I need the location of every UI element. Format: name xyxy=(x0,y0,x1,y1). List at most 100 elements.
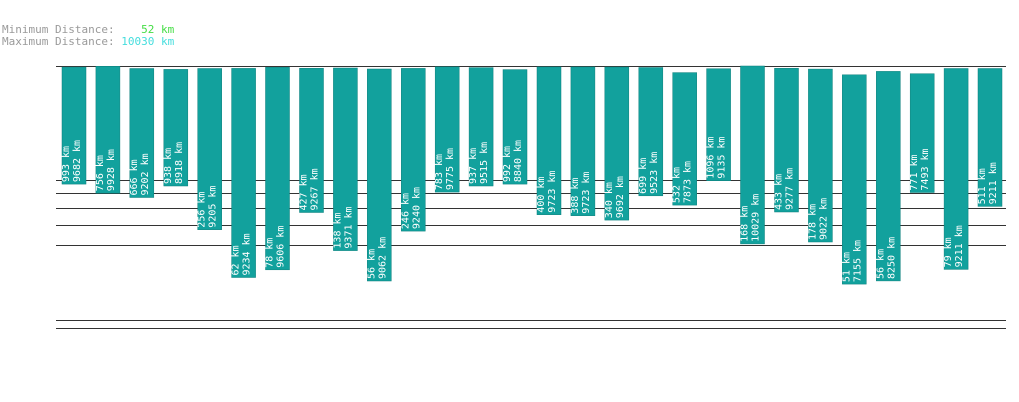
bar-label-max-distance-21: 9277 km xyxy=(785,168,796,210)
bar-group-22: 178 km9022 km xyxy=(807,68,833,243)
bar-group-24: 56 km8250 km xyxy=(875,71,901,282)
bar-label-max-distance-23: 7155 km xyxy=(852,240,863,282)
bar-group-6: 78 km9606 km xyxy=(265,67,290,271)
bar-label-14: 400 km9723 km xyxy=(536,171,558,213)
bar-13 xyxy=(502,69,528,185)
bar-label-distance-16: 340 km xyxy=(604,182,615,218)
bar-label-max-distance-9: 9062 km xyxy=(377,237,388,279)
bar-23 xyxy=(842,74,867,285)
bar-label-max-distance-14: 9723 km xyxy=(547,171,558,213)
bar-label-max-distance-27: 9211 km xyxy=(988,162,999,204)
bar-group-5: 62 km9234 km xyxy=(231,68,256,278)
bar-label-11: 783 km9775 km xyxy=(434,148,456,190)
bar-label-distance-25: 771 km xyxy=(909,154,920,190)
bar-label-max-distance-10: 9240 km xyxy=(411,187,422,229)
legend-min-value: 52 km xyxy=(141,23,175,36)
bar-group-15: 388 km9723 km xyxy=(570,66,596,216)
bar-group-12: 937 km9515 km xyxy=(468,67,494,187)
bar-group-18: 532 km7873 km xyxy=(672,72,697,206)
bar-27 xyxy=(977,68,1003,207)
bar-group-4: 256 km9205 km xyxy=(197,68,222,230)
bar-label-1: 756 km9928 km xyxy=(95,149,117,191)
bar-0 xyxy=(61,66,87,185)
bar-label-max-distance-1: 9928 km xyxy=(106,149,117,191)
bar-label-distance-17: 699 km xyxy=(638,158,649,194)
bar-19 xyxy=(706,68,731,181)
bar-group-19: 1096 km9135 km xyxy=(706,68,731,181)
bar-label-23: 51 km7155 km xyxy=(841,240,863,282)
bar-group-23: 51 km7155 km xyxy=(841,74,867,285)
bar-group-1: 756 km9928 km xyxy=(95,66,121,194)
bar-label-distance-0: 993 km xyxy=(61,146,72,182)
bar-label-max-distance-15: 9723 km xyxy=(581,172,592,214)
bar-label-max-distance-0: 9682 km xyxy=(72,140,83,182)
bar-group-14: 400 km9723 km xyxy=(536,66,562,215)
bar-label-max-distance-16: 9692 km xyxy=(615,176,626,218)
bar-label-max-distance-25: 7493 km xyxy=(920,148,931,190)
bar-18 xyxy=(672,72,697,206)
bar-25 xyxy=(909,73,935,193)
bar-label-2: 666 km9202 km xyxy=(129,153,151,195)
bar-label-24: 56 km8250 km xyxy=(875,237,897,279)
bar-22 xyxy=(808,68,833,243)
bar-3 xyxy=(163,69,189,187)
bar-label-distance-18: 532 km xyxy=(672,167,683,203)
bar-label-distance-8: 138 km xyxy=(332,212,343,248)
bar-24 xyxy=(876,71,901,282)
bar-label-22: 178 km9022 km xyxy=(807,198,829,240)
bar-label-27: 511 km9211 km xyxy=(977,162,999,204)
bar-label-distance-9: 56 km xyxy=(366,249,377,279)
legend-max-value: 10030 km xyxy=(121,35,175,48)
bar-group-9: 56 km9062 km xyxy=(366,68,392,282)
bar-10 xyxy=(401,68,426,232)
bar-label-5: 62 km9234 km xyxy=(231,233,253,275)
legend-max-row: Maximum Distance: 10030 km xyxy=(2,36,174,48)
bar-label-distance-1: 756 km xyxy=(95,155,106,191)
bar-group-7: 427 km9267 km xyxy=(299,68,324,213)
bar-label-25: 771 km7493 km xyxy=(909,148,931,190)
bar-9 xyxy=(367,68,392,282)
bar-16 xyxy=(604,66,630,221)
bar-label-distance-24: 56 km xyxy=(875,249,886,279)
bar-label-max-distance-22: 9022 km xyxy=(818,198,829,240)
bar-label-13: 992 km8840 km xyxy=(502,140,524,182)
bar-15 xyxy=(570,66,596,216)
bar-label-16: 340 km9692 km xyxy=(604,176,626,218)
distance-legend: Minimum Distance: 52 km Maximum Distance… xyxy=(2,24,174,48)
bar-4 xyxy=(197,68,222,230)
bar-label-max-distance-19: 9135 km xyxy=(717,137,728,179)
bar-label-max-distance-4: 9205 km xyxy=(208,186,219,228)
bar-label-distance-6: 78 km xyxy=(265,238,276,268)
bar-2 xyxy=(129,68,155,198)
bar-label-distance-2: 666 km xyxy=(129,159,140,195)
bar-label-max-distance-20: 10029 km xyxy=(751,194,762,242)
bar-group-10: 246 km9240 km xyxy=(400,68,426,232)
bar-label-distance-20: 168 km xyxy=(740,206,751,242)
bar-group-26: 79 km9211 km xyxy=(943,68,969,270)
bar-label-4: 256 km9205 km xyxy=(197,186,219,228)
bar-label-distance-10: 246 km xyxy=(400,193,411,229)
bar-label-max-distance-17: 9523 km xyxy=(649,152,660,194)
bar-label-distance-12: 937 km xyxy=(468,148,479,184)
bar-1 xyxy=(95,66,121,194)
bar-label-max-distance-7: 9267 km xyxy=(310,168,321,210)
bar-label-distance-26: 79 km xyxy=(943,237,954,267)
bar-label-17: 699 km9523 km xyxy=(638,152,660,194)
bar-group-11: 783 km9775 km xyxy=(434,66,460,193)
bar-label-8: 138 km9371 km xyxy=(332,206,354,248)
bar-label-distance-22: 178 km xyxy=(807,204,818,240)
bar-group-3: 938 km8918 km xyxy=(163,69,189,187)
bar-label-max-distance-2: 9202 km xyxy=(140,153,151,195)
legend-max-label: Maximum Distance: xyxy=(2,35,115,48)
bar-group-16: 340 km9692 km xyxy=(604,66,630,221)
bar-label-max-distance-13: 8840 km xyxy=(513,140,524,182)
bar-label-18: 532 km7873 km xyxy=(672,161,694,203)
bar-label-20: 168 km10029 km xyxy=(740,194,762,242)
bar-8 xyxy=(333,67,358,251)
bar-label-max-distance-5: 9234 km xyxy=(242,233,253,275)
bar-26 xyxy=(943,68,969,270)
bar-group-25: 771 km7493 km xyxy=(909,73,935,193)
bar-label-distance-5: 62 km xyxy=(231,245,242,275)
bar-label-max-distance-11: 9775 km xyxy=(445,148,456,190)
